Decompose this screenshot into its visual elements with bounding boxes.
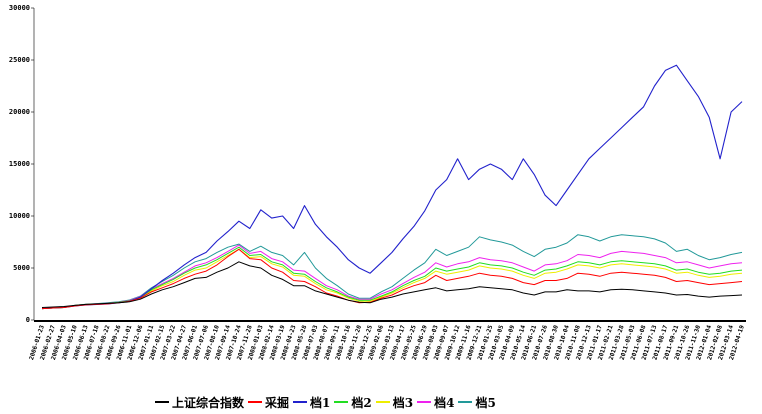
- x-axis: 2006-01-232006-02-272006-04-032006-05-10…: [28, 320, 746, 361]
- legend: 上证综合指数 采掘 档1 档2 档3 档4 档5: [155, 394, 500, 410]
- legend-item: 上证综合指数: [155, 394, 244, 411]
- legend-item: 采掘: [248, 394, 289, 411]
- series-line-5: [41, 244, 743, 310]
- legend-label: 档5: [475, 395, 496, 410]
- legend-label: 档1: [310, 395, 331, 410]
- y-tick-label: 30000: [9, 4, 30, 12]
- legend-swatch: [155, 401, 169, 403]
- legend-label: 档4: [434, 395, 455, 410]
- y-tick-label: 5000: [13, 264, 30, 272]
- legend-item: 档1: [293, 394, 330, 411]
- series-line-4: [41, 248, 743, 310]
- legend-item: 档3: [375, 394, 414, 411]
- legend-swatch: [248, 401, 263, 403]
- series-line-2: [41, 64, 743, 310]
- legend-label: 档2: [351, 395, 372, 410]
- y-tick-label: 15000: [9, 160, 30, 168]
- legend-label: 上证综合指数: [172, 395, 245, 410]
- series-line-0: [41, 261, 743, 308]
- line-chart: 30000 25000 20000 15000 10000 5000 0 2006-01-2…: [9, 4, 746, 361]
- y-tick-label: 20000: [9, 108, 30, 116]
- series-line-1: [41, 248, 743, 310]
- legend-item: 档5: [458, 394, 496, 411]
- legend-label: 采掘: [265, 395, 290, 410]
- legend-item: 档4: [417, 394, 454, 411]
- legend-item: 档2: [334, 394, 372, 411]
- legend-swatch: [375, 401, 390, 403]
- legend-swatch: [458, 401, 473, 403]
- y-tick-label: 25000: [9, 56, 30, 64]
- legend-swatch: [417, 401, 432, 403]
- plot-area: [41, 64, 743, 310]
- legend-swatch: [293, 401, 308, 403]
- y-axis: 30000 25000 20000 15000 10000 5000 0: [9, 4, 35, 324]
- legend-swatch: [334, 401, 349, 403]
- legend-label: 档3: [392, 395, 414, 410]
- y-tick-label: 10000: [9, 212, 30, 220]
- y-tick-label: 0: [26, 316, 30, 324]
- series-line-3: [41, 246, 743, 310]
